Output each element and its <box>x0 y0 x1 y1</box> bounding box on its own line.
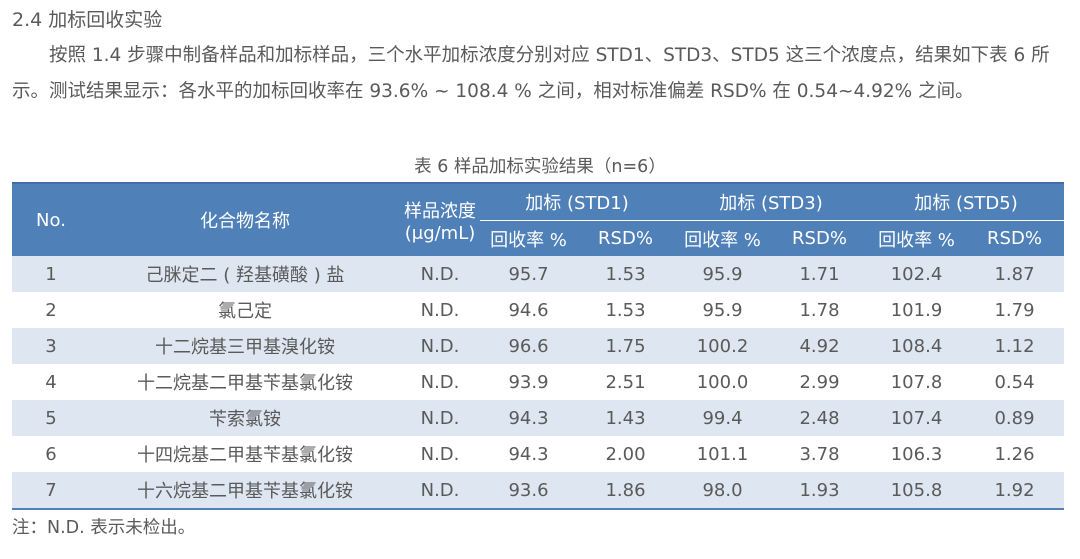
header-compound-name: 化合物名称 <box>90 184 400 256</box>
cell-recovery-std5: 107.8 <box>868 364 965 400</box>
cell-recovery-std1: 95.7 <box>480 256 577 292</box>
results-table: No. 化合物名称 样品浓度 (μg/mL) 加标 (STD1) 加标 (STD… <box>12 184 1064 510</box>
header-group-std1: 加标 (STD1) <box>480 184 674 221</box>
cell-sample-concentration: N.D. <box>400 256 480 292</box>
header-rsd-std3: RSD% <box>771 220 868 256</box>
cell-rsd-std3: 1.71 <box>771 256 868 292</box>
cell-sample-concentration: N.D. <box>400 328 480 364</box>
cell-rsd-std5: 1.12 <box>965 328 1064 364</box>
cell-recovery-std1: 94.3 <box>480 400 577 436</box>
cell-recovery-std5: 101.9 <box>868 292 965 328</box>
cell-recovery-std3: 95.9 <box>674 292 771 328</box>
header-sample-concentration: 样品浓度 (μg/mL) <box>400 184 480 256</box>
cell-recovery-std5: 102.4 <box>868 256 965 292</box>
cell-recovery-std5: 107.4 <box>868 400 965 436</box>
header-recovery-std5: 回收率 % <box>868 220 965 256</box>
header-rsd-std1: RSD% <box>577 220 674 256</box>
table-row: 3 十二烷基三甲基溴化铵 N.D. 96.6 1.75 100.2 4.92 1… <box>12 328 1064 364</box>
cell-recovery-std1: 93.9 <box>480 364 577 400</box>
cell-rsd-std5: 1.79 <box>965 292 1064 328</box>
header-recovery-std3: 回收率 % <box>674 220 771 256</box>
cell-rsd-std3: 3.78 <box>771 436 868 472</box>
cell-rsd-std5: 1.92 <box>965 472 1064 510</box>
cell-rsd-std3: 2.48 <box>771 400 868 436</box>
table-caption: 表 6 样品加标实验结果（n=6） <box>414 157 666 177</box>
cell-rsd-std1: 1.53 <box>577 256 674 292</box>
cell-no: 2 <box>12 292 90 328</box>
cell-rsd-std1: 1.43 <box>577 400 674 436</box>
cell-compound-name: 苄索氯铵 <box>90 400 400 436</box>
table-row: 7 十六烷基二甲基苄基氯化铵 N.D. 93.6 1.86 98.0 1.93 … <box>12 472 1064 510</box>
cell-sample-concentration: N.D. <box>400 436 480 472</box>
cell-rsd-std1: 1.75 <box>577 328 674 364</box>
cell-rsd-std3: 1.78 <box>771 292 868 328</box>
table-top-rule <box>12 182 1064 184</box>
header-rsd-std5: RSD% <box>965 220 1064 256</box>
cell-rsd-std3: 1.93 <box>771 472 868 510</box>
cell-rsd-std1: 2.00 <box>577 436 674 472</box>
table-footnote: 注：N.D. 表示未检出。 <box>12 518 196 538</box>
cell-recovery-std3: 101.1 <box>674 436 771 472</box>
cell-rsd-std1: 1.53 <box>577 292 674 328</box>
cell-no: 3 <box>12 328 90 364</box>
cell-rsd-std1: 2.51 <box>577 364 674 400</box>
cell-no: 7 <box>12 472 90 510</box>
cell-recovery-std3: 99.4 <box>674 400 771 436</box>
header-group-std3: 加标 (STD3) <box>674 184 868 221</box>
section-paragraph: 按照 1.4 步骤中制备样品和加标样品，三个水平加标浓度分别对应 STD1、ST… <box>12 45 1050 102</box>
cell-recovery-std5: 106.3 <box>868 436 965 472</box>
table-row: 5 苄索氯铵 N.D. 94.3 1.43 99.4 2.48 107.4 0.… <box>12 400 1064 436</box>
cell-rsd-std3: 4.92 <box>771 328 868 364</box>
header-sample-concentration-label: 样品浓度 <box>404 200 476 222</box>
cell-sample-concentration: N.D. <box>400 472 480 510</box>
cell-recovery-std5: 105.8 <box>868 472 965 510</box>
cell-compound-name: 氯己定 <box>90 292 400 328</box>
cell-rsd-std5: 1.87 <box>965 256 1064 292</box>
cell-recovery-std1: 94.3 <box>480 436 577 472</box>
cell-no: 1 <box>12 256 90 292</box>
cell-compound-name: 己脒定二 ( 羟基磺酸 ) 盐 <box>90 256 400 292</box>
cell-compound-name: 十六烷基二甲基苄基氯化铵 <box>90 472 400 510</box>
cell-no: 6 <box>12 436 90 472</box>
cell-recovery-std3: 100.0 <box>674 364 771 400</box>
section-heading: 2.4 加标回收实验 <box>12 9 163 31</box>
cell-sample-concentration: N.D. <box>400 292 480 328</box>
cell-sample-concentration: N.D. <box>400 400 480 436</box>
table-header: No. 化合物名称 样品浓度 (μg/mL) 加标 (STD1) 加标 (STD… <box>12 184 1064 256</box>
cell-recovery-std1: 94.6 <box>480 292 577 328</box>
cell-no: 4 <box>12 364 90 400</box>
cell-rsd-std3: 2.99 <box>771 364 868 400</box>
cell-recovery-std5: 108.4 <box>868 328 965 364</box>
cell-rsd-std5: 1.26 <box>965 436 1064 472</box>
header-sample-concentration-unit: (μg/mL) <box>404 222 476 244</box>
table-row: 6 十四烷基二甲基苄基氯化铵 N.D. 94.3 2.00 101.1 3.78… <box>12 436 1064 472</box>
table-row: 1 己脒定二 ( 羟基磺酸 ) 盐 N.D. 95.7 1.53 95.9 1.… <box>12 256 1064 292</box>
header-recovery-std1: 回收率 % <box>480 220 577 256</box>
cell-rsd-std5: 0.54 <box>965 364 1064 400</box>
cell-recovery-std3: 100.2 <box>674 328 771 364</box>
header-no: No. <box>12 184 90 256</box>
cell-rsd-std1: 1.86 <box>577 472 674 510</box>
cell-recovery-std1: 96.6 <box>480 328 577 364</box>
cell-recovery-std3: 98.0 <box>674 472 771 510</box>
cell-no: 5 <box>12 400 90 436</box>
cell-recovery-std3: 95.9 <box>674 256 771 292</box>
table-row: 4 十二烷基二甲基苄基氯化铵 N.D. 93.9 2.51 100.0 2.99… <box>12 364 1064 400</box>
cell-rsd-std5: 0.89 <box>965 400 1064 436</box>
cell-compound-name: 十二烷基二甲基苄基氯化铵 <box>90 364 400 400</box>
cell-compound-name: 十二烷基三甲基溴化铵 <box>90 328 400 364</box>
header-group-std5: 加标 (STD5) <box>868 184 1064 221</box>
cell-sample-concentration: N.D. <box>400 364 480 400</box>
cell-recovery-std1: 93.6 <box>480 472 577 510</box>
table-row: 2 氯己定 N.D. 94.6 1.53 95.9 1.78 101.9 1.7… <box>12 292 1064 328</box>
cell-compound-name: 十四烷基二甲基苄基氯化铵 <box>90 436 400 472</box>
table-body: 1 己脒定二 ( 羟基磺酸 ) 盐 N.D. 95.7 1.53 95.9 1.… <box>12 256 1064 510</box>
